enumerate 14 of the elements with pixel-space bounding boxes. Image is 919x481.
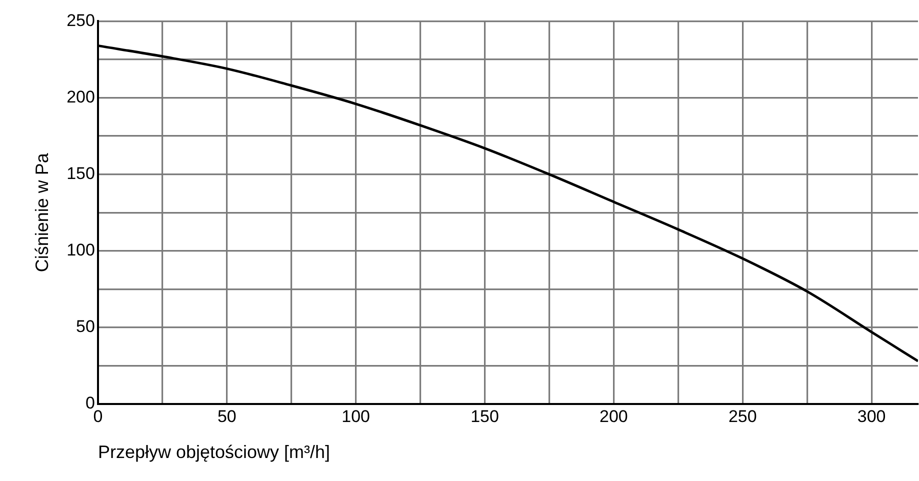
y-tick-label: 150	[66, 164, 95, 184]
x-tick-label: 300	[857, 406, 886, 426]
x-tick-label: 100	[342, 406, 370, 426]
x-tick-label: 50	[217, 406, 236, 426]
y-tick-label: 0	[85, 394, 95, 413]
y-tick-label: 200	[66, 87, 95, 106]
x-tick-label: 200	[600, 406, 628, 426]
y-tick-label: 50	[76, 317, 95, 336]
x-tick-label: 250	[728, 406, 757, 426]
y-tick-label: 250	[66, 10, 95, 30]
y-axis-title: Ciśnienie w Pa	[32, 152, 52, 272]
x-axis-title: Przepływ objętościowy [m³/h]	[98, 442, 330, 462]
x-tick-label: 150	[470, 406, 499, 426]
y-tick-label: 100	[66, 240, 95, 260]
